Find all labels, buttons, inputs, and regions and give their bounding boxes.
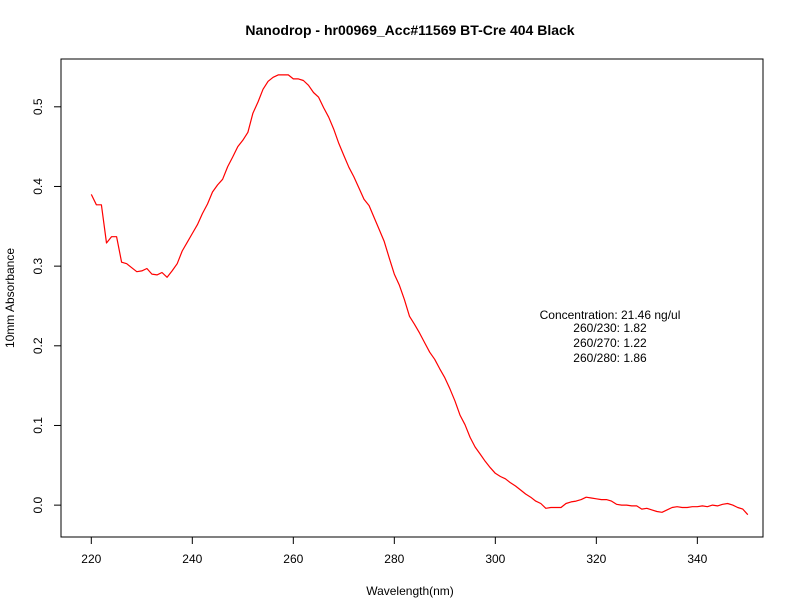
x-tick-label: 260 xyxy=(283,552,303,566)
x-tick-label: 220 xyxy=(81,552,101,566)
x-axis-label: Wavelength(nm) xyxy=(366,584,454,598)
absorbance-series-line xyxy=(90,74,749,516)
x-tick-label: 280 xyxy=(384,552,404,566)
y-axis-label: 10mm Absorbance xyxy=(3,248,17,348)
y-tick-label: 0.4 xyxy=(31,178,45,195)
y-tick-label: 0.5 xyxy=(31,98,45,115)
x-tick-label: 300 xyxy=(485,552,505,566)
concentration-annotation: Concentration: 21.46 ng/ul xyxy=(540,308,681,322)
y-tick-label: 0.3 xyxy=(31,257,45,274)
y-axis: 0.0 0.1 0.2 0.3 0.4 0.5 xyxy=(31,98,61,513)
annotation-block: Concentration: 21.46 ng/ul 260/230: 1.82… xyxy=(540,308,681,365)
x-axis: 220 240 260 280 300 320 340 xyxy=(81,537,708,566)
ratio-260-280-annotation: 260/280: 1.86 xyxy=(573,351,647,365)
y-tick-label: 0.0 xyxy=(31,496,45,513)
y-tick-label: 0.2 xyxy=(31,337,45,354)
ratio-260-270-annotation: 260/270: 1.22 xyxy=(573,336,647,350)
x-tick-label: 320 xyxy=(586,552,606,566)
x-tick-label: 240 xyxy=(182,552,202,566)
x-tick-label: 340 xyxy=(687,552,707,566)
plot-frame xyxy=(60,58,764,538)
y-tick-label: 0.1 xyxy=(31,417,45,434)
chart-title: Nanodrop - hr00969_Acc#11569 BT-Cre 404 … xyxy=(245,22,574,38)
ratio-260-230-annotation: 260/230: 1.82 xyxy=(573,321,647,335)
